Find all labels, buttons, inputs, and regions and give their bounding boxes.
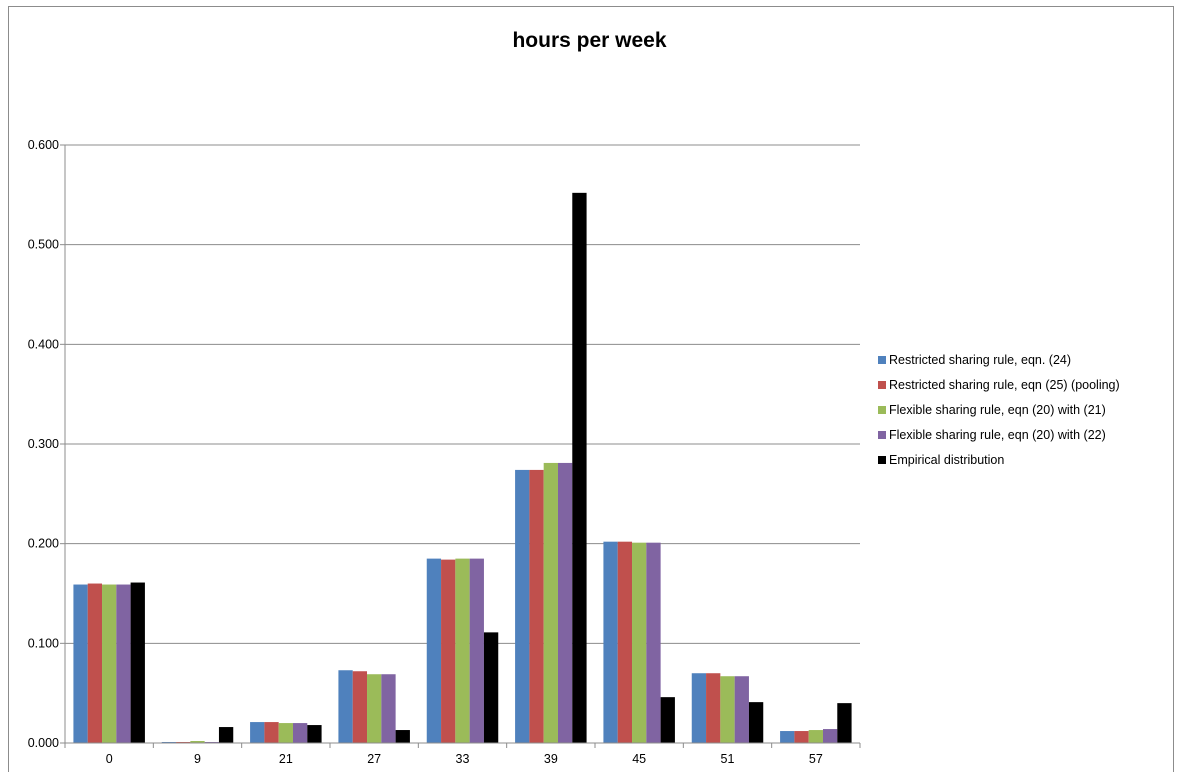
legend-label: Empirical distribution — [889, 452, 1005, 467]
x-tick-label: 33 — [456, 752, 470, 766]
bar — [720, 676, 735, 743]
legend-swatch — [878, 405, 886, 414]
chart-title: hours per week — [512, 29, 667, 52]
y-tick-label: 0.000 — [28, 736, 59, 750]
bar — [660, 697, 675, 743]
legend-item: Restricted sharing rule, eqn (25) (pooli… — [878, 372, 1120, 397]
bar — [646, 542, 661, 743]
legend-label: Restricted sharing rule, eqn (25) (pooli… — [889, 377, 1120, 392]
bar — [352, 671, 368, 743]
bar — [395, 730, 410, 743]
legend: Restricted sharing rule, eqn. (24) Restri… — [878, 347, 1120, 472]
bar — [748, 702, 764, 743]
bar — [455, 558, 470, 743]
legend-label: Flexible sharing rule, eqn (20) with (22… — [889, 427, 1106, 442]
bar — [557, 462, 573, 743]
bar — [441, 559, 456, 743]
bar — [808, 730, 823, 743]
y-tick-label: 0.400 — [28, 337, 59, 351]
bar — [73, 584, 88, 743]
y-tick-label: 0.500 — [28, 238, 59, 252]
bar — [780, 731, 795, 743]
x-tick-label: 45 — [632, 752, 646, 766]
y-tick-label: 0.300 — [28, 437, 59, 451]
bar — [572, 192, 587, 744]
bar — [543, 462, 558, 743]
bar — [338, 670, 353, 743]
legend-item: Empirical distribution — [878, 447, 1120, 472]
bar — [822, 729, 838, 743]
bar — [130, 582, 145, 743]
bar — [87, 583, 103, 743]
bar — [278, 723, 293, 743]
legend-label: Flexible sharing rule, eqn (20) with (21… — [889, 402, 1106, 417]
bar — [292, 723, 308, 743]
bar — [250, 722, 265, 743]
x-tick-label: 51 — [721, 752, 735, 766]
bar — [218, 727, 234, 743]
bar — [116, 584, 131, 743]
x-tick-label: 39 — [544, 752, 558, 766]
bar — [794, 731, 809, 743]
y-tick-label: 0.200 — [28, 537, 59, 551]
bar — [734, 676, 749, 743]
bar — [515, 469, 530, 743]
bar — [102, 584, 117, 743]
bar — [603, 541, 618, 743]
y-tick-label: 0.100 — [28, 636, 59, 650]
x-tick-label: 21 — [279, 752, 293, 766]
bar — [469, 558, 484, 743]
bar — [307, 725, 322, 743]
bar — [691, 673, 707, 743]
x-tick-label: 27 — [367, 752, 381, 766]
bars — [73, 192, 852, 744]
bar — [264, 722, 279, 743]
x-tick-label: 0 — [106, 752, 113, 766]
chart-frame — [8, 6, 1174, 772]
legend-item: Flexible sharing rule, eqn (20) with (21… — [878, 397, 1120, 422]
x-tick-label: 9 — [194, 752, 201, 766]
bar — [617, 541, 633, 743]
bar — [381, 674, 396, 743]
legend-item: Flexible sharing rule, eqn (20) with (22… — [878, 422, 1120, 447]
bar — [529, 469, 544, 743]
legend-item: Restricted sharing rule, eqn. (24) — [878, 347, 1120, 372]
legend-swatch — [878, 355, 886, 364]
legend-swatch — [878, 380, 886, 389]
y-tick-label: 0.600 — [28, 138, 59, 152]
legend-label: Restricted sharing rule, eqn. (24) — [889, 352, 1072, 367]
bar — [632, 542, 647, 743]
bar — [706, 673, 721, 743]
bar — [426, 558, 442, 743]
bar — [837, 703, 852, 743]
tick-labels: 0.000 0.100 0.200 0.300 0.400 0.500 0.600 0 9 21 2… — [28, 138, 823, 766]
legend-swatch — [878, 430, 886, 439]
x-tick-label: 57 — [809, 752, 823, 766]
axes — [60, 144, 861, 748]
bar — [190, 741, 205, 743]
bar — [367, 674, 382, 743]
bar — [483, 632, 499, 743]
legend-swatch — [878, 455, 886, 464]
